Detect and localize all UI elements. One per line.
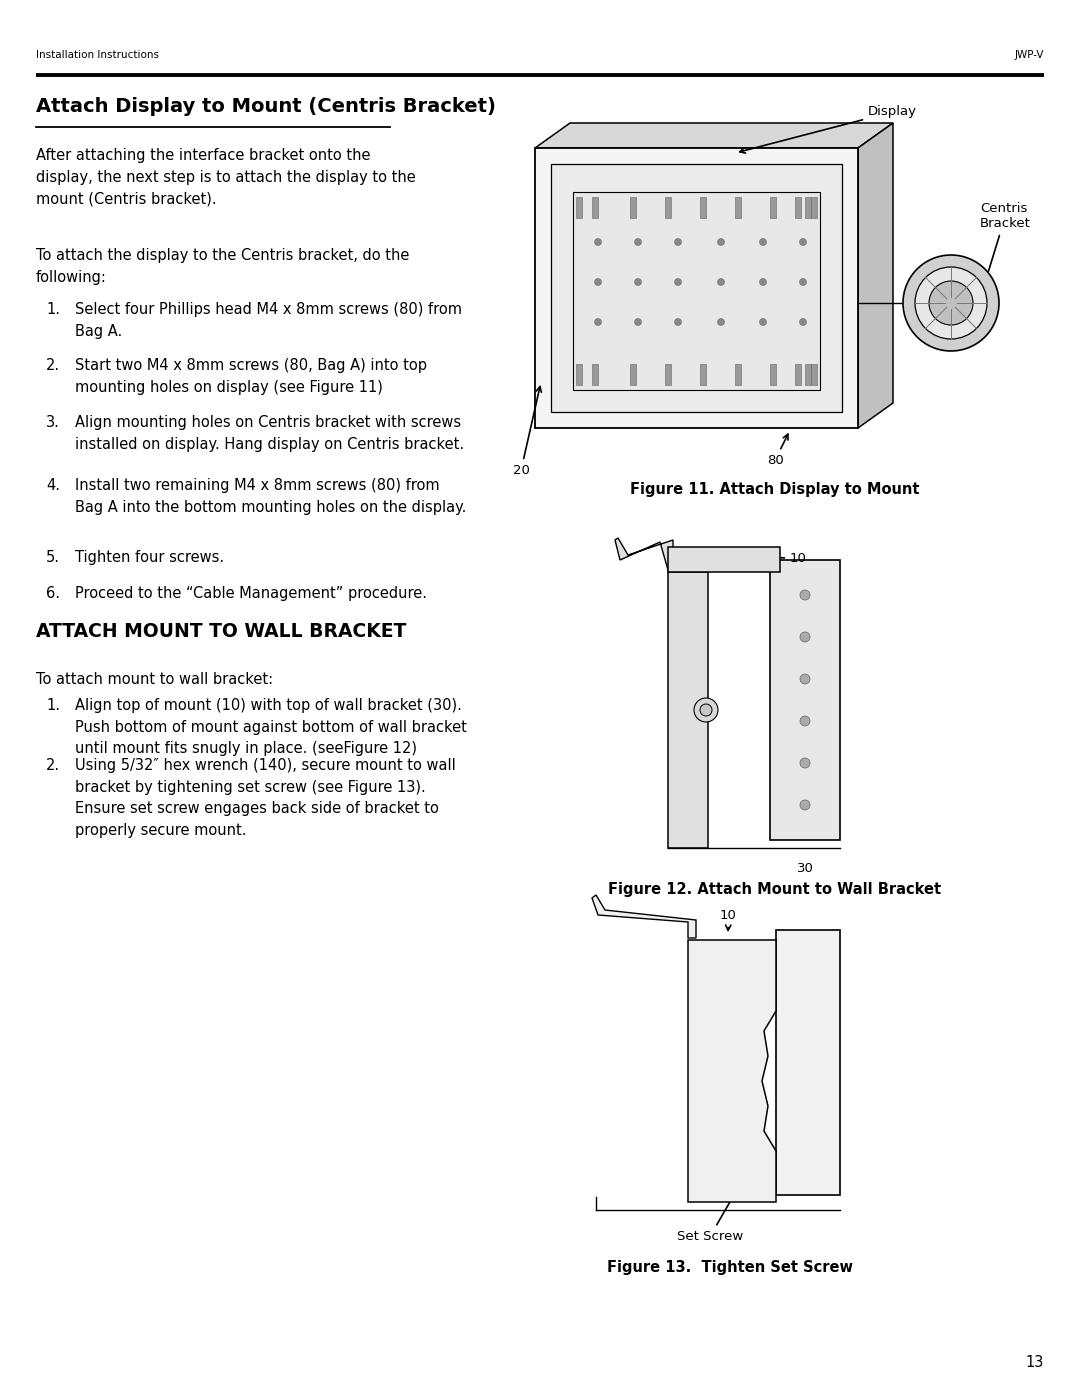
Circle shape <box>635 239 642 246</box>
Polygon shape <box>858 123 893 427</box>
Polygon shape <box>735 197 741 218</box>
Text: Figure 11. Attach Display to Mount: Figure 11. Attach Display to Mount <box>631 482 920 497</box>
Polygon shape <box>805 197 811 218</box>
Polygon shape <box>805 365 811 386</box>
Text: 20: 20 <box>513 387 541 476</box>
Polygon shape <box>811 197 816 218</box>
Circle shape <box>594 239 602 246</box>
Circle shape <box>799 319 807 326</box>
Polygon shape <box>770 365 777 386</box>
Polygon shape <box>770 560 840 840</box>
Circle shape <box>799 278 807 285</box>
Circle shape <box>759 319 767 326</box>
Polygon shape <box>777 930 840 1194</box>
Text: 4.: 4. <box>46 478 60 493</box>
Text: 2.: 2. <box>45 358 60 373</box>
Circle shape <box>759 278 767 285</box>
Polygon shape <box>795 197 801 218</box>
Text: 1.: 1. <box>46 302 60 317</box>
Text: To attach mount to wall bracket:: To attach mount to wall bracket: <box>36 672 273 687</box>
Circle shape <box>800 631 810 643</box>
Circle shape <box>594 278 602 285</box>
Polygon shape <box>735 365 741 386</box>
Polygon shape <box>700 365 706 386</box>
Polygon shape <box>669 548 780 571</box>
Polygon shape <box>576 365 582 386</box>
Text: Centris
Bracket: Centris Bracket <box>980 203 1031 279</box>
Text: To attach the display to the Centris bracket, do the
following:: To attach the display to the Centris bra… <box>36 249 409 285</box>
Polygon shape <box>551 163 842 412</box>
Circle shape <box>929 281 973 326</box>
Polygon shape <box>795 365 801 386</box>
Circle shape <box>675 239 681 246</box>
Circle shape <box>635 319 642 326</box>
Text: 10: 10 <box>700 552 807 564</box>
Polygon shape <box>535 148 858 427</box>
Circle shape <box>800 590 810 599</box>
Polygon shape <box>535 123 893 148</box>
Circle shape <box>717 239 725 246</box>
Text: 3.: 3. <box>46 415 60 430</box>
Circle shape <box>694 698 718 722</box>
Circle shape <box>675 319 681 326</box>
Text: Proceed to the “Cable Management” procedure.: Proceed to the “Cable Management” proced… <box>75 585 427 601</box>
Circle shape <box>717 319 725 326</box>
Text: Figure 13.  Tighten Set Screw: Figure 13. Tighten Set Screw <box>607 1260 853 1275</box>
Polygon shape <box>688 940 777 1201</box>
Polygon shape <box>669 571 708 848</box>
Text: JWP-V: JWP-V <box>1014 50 1044 60</box>
Text: 2.: 2. <box>45 759 60 773</box>
Polygon shape <box>700 197 706 218</box>
Polygon shape <box>615 538 673 570</box>
Text: Align top of mount (10) with top of wall bracket (30).
Push bottom of mount agai: Align top of mount (10) with top of wall… <box>75 698 467 756</box>
Circle shape <box>594 319 602 326</box>
Polygon shape <box>592 365 598 386</box>
Text: 10: 10 <box>720 909 737 930</box>
Text: Align mounting holes on Centris bracket with screws
installed on display. Hang d: Align mounting holes on Centris bracket … <box>75 415 464 451</box>
Polygon shape <box>811 365 816 386</box>
Text: Display: Display <box>740 106 917 154</box>
Text: 13: 13 <box>1026 1355 1044 1370</box>
Circle shape <box>700 704 712 717</box>
Polygon shape <box>592 895 696 937</box>
Text: Install two remaining M4 x 8mm screws (80) from
Bag A into the bottom mounting h: Install two remaining M4 x 8mm screws (8… <box>75 478 467 514</box>
Text: 6.: 6. <box>46 585 60 601</box>
Polygon shape <box>592 197 598 218</box>
Text: 5.: 5. <box>46 550 60 564</box>
Polygon shape <box>630 365 636 386</box>
Circle shape <box>903 256 999 351</box>
Text: 80: 80 <box>767 434 788 467</box>
Text: After attaching the interface bracket onto the
display, the next step is to atta: After attaching the interface bracket on… <box>36 148 416 207</box>
Circle shape <box>675 278 681 285</box>
Text: 30: 30 <box>797 862 813 875</box>
Circle shape <box>800 673 810 685</box>
Text: 1.: 1. <box>46 698 60 712</box>
Text: Select four Phillips head M4 x 8mm screws (80) from
Bag A.: Select four Phillips head M4 x 8mm screw… <box>75 302 462 338</box>
Circle shape <box>635 278 642 285</box>
Polygon shape <box>630 197 636 218</box>
Text: Installation Instructions: Installation Instructions <box>36 50 159 60</box>
Circle shape <box>915 267 987 339</box>
Circle shape <box>799 239 807 246</box>
Text: Tighten four screws.: Tighten four screws. <box>75 550 225 564</box>
Polygon shape <box>576 197 582 218</box>
Circle shape <box>800 800 810 810</box>
Text: Using 5/32″ hex wrench (140), secure mount to wall
bracket by tightening set scr: Using 5/32″ hex wrench (140), secure mou… <box>75 759 456 838</box>
Circle shape <box>759 239 767 246</box>
Polygon shape <box>665 197 671 218</box>
Text: ATTACH MOUNT TO WALL BRACKET: ATTACH MOUNT TO WALL BRACKET <box>36 622 406 641</box>
Circle shape <box>717 278 725 285</box>
Text: Start two M4 x 8mm screws (80, Bag A) into top
mounting holes on display (see Fi: Start two M4 x 8mm screws (80, Bag A) in… <box>75 358 427 394</box>
Text: Figure 12. Attach Mount to Wall Bracket: Figure 12. Attach Mount to Wall Bracket <box>608 882 942 897</box>
Circle shape <box>800 759 810 768</box>
Text: Attach Display to Mount (Centris Bracket): Attach Display to Mount (Centris Bracket… <box>36 96 496 116</box>
Polygon shape <box>573 191 820 390</box>
Polygon shape <box>770 197 777 218</box>
Circle shape <box>800 717 810 726</box>
Polygon shape <box>665 365 671 386</box>
Text: Set Screw: Set Screw <box>677 1140 766 1243</box>
